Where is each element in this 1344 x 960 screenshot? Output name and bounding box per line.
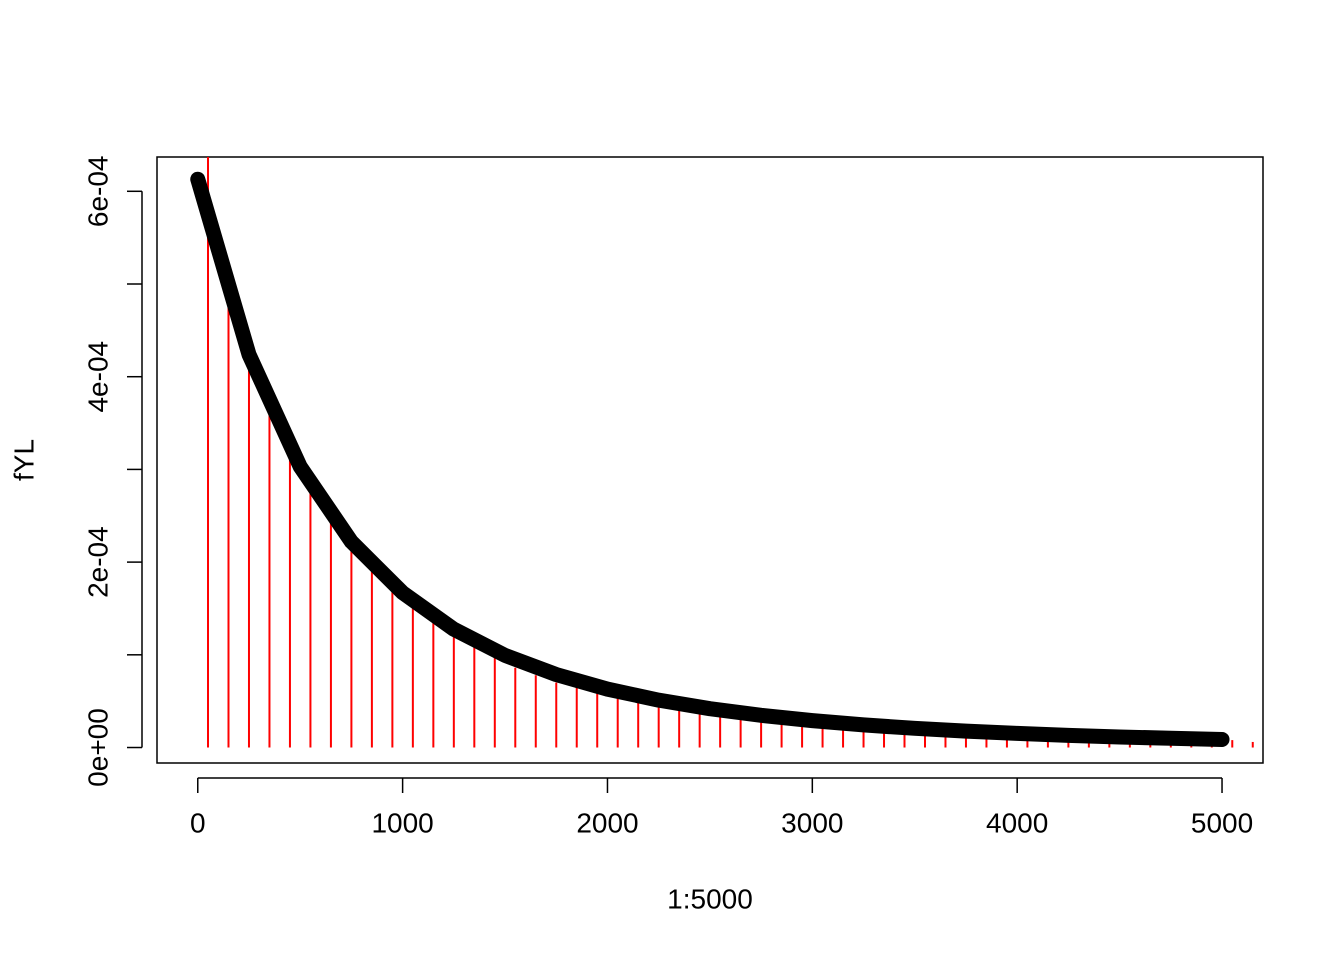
plot-area <box>190 157 1254 748</box>
x-tick-label: 5000 <box>1191 807 1253 838</box>
y-tick-label: 6e-04 <box>82 155 113 227</box>
x-tick-label: 0 <box>190 807 206 838</box>
x-tick-label: 4000 <box>986 807 1048 838</box>
data-curve <box>190 171 1230 747</box>
x-axis-title: 1:5000 <box>667 883 753 914</box>
plot-box <box>156 156 1264 764</box>
y-tick-label: 0e+00 <box>82 708 113 787</box>
y-tick-label: 2e-04 <box>82 526 113 598</box>
y-axis-title: fYL <box>8 439 39 481</box>
x-tick-label: 1000 <box>371 807 433 838</box>
x-tick-label: 3000 <box>781 807 843 838</box>
x-tick-label: 2000 <box>576 807 638 838</box>
y-tick-label: 4e-04 <box>82 341 113 413</box>
